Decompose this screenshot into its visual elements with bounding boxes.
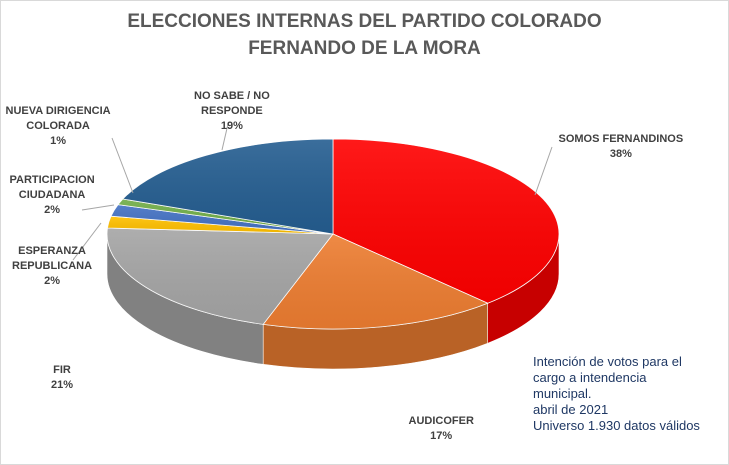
slice-value-label: 17% [430,430,453,442]
slice-label: NO SABE / NO RESPONDE 19% [194,89,270,134]
slice-label: ESPERANZA REPUBLICANA 2% [12,244,92,289]
slice-label-text: NO SABE / NO [194,90,270,102]
slice-label-text: ESPERANZA [18,245,86,257]
slice-shade [333,139,559,304]
slice-label: SOMOS FERNANDINOS 38% [559,132,684,162]
annotation-line: Universo 1.930 datos válidos [533,418,700,433]
annotation-line: cargo a intendencia [533,370,647,385]
slice-label: PARTICIPACION CIUDADANA 2% [10,173,95,218]
slice-label: FIR 21% [51,363,73,393]
slice-label-text: PARTICIPACION [9,174,95,186]
chart-title-block: ELECCIONES INTERNAS DEL PARTIDO COLORADO… [0,8,729,62]
slice-label-text: AUDICOFER [408,415,474,427]
slice-value-label: 19% [220,120,243,132]
slice-label-text: CIUDADANA [18,189,86,201]
annotation-line: Intención de votos para el [533,354,682,369]
slice-label-text: COLORADA [26,120,90,132]
leader-line [111,137,134,194]
chart-title: ELECCIONES INTERNAS DEL PARTIDO COLORADO [127,11,602,32]
slice-label-text: NUEVA DIRIGENCIA [5,105,111,117]
leader-line [534,146,553,196]
slice-label-text: RESPONDE [201,105,263,117]
pie-slices [106,138,560,330]
slice-shade [106,228,333,325]
slice-value-label: 2% [44,204,61,216]
leader-line [221,123,229,151]
slice-value-label: 21% [51,379,74,391]
slice-shade [122,139,333,234]
slice-value-label: 2% [44,275,60,287]
slice-label-text: REPUBLICANA [12,260,93,272]
annotation-line: abril de 2021 [533,402,609,417]
annotation: Intención de votos para el cargo a inten… [533,354,723,434]
chart-subtitle: FERNANDO DE LA MORA [248,38,481,59]
annotation-line: municipal. [533,386,592,401]
slice-value-label: 38% [609,148,632,160]
slice-value-label: 1% [50,135,67,147]
leader-line [81,204,115,211]
slice-label-text: FIR [53,364,71,376]
slice-label-text: SOMOS FERNANDINOS [558,133,684,145]
slice-label: NUEVA DIRIGENCIA COLORADA 1% [6,104,111,149]
slice-shade [263,234,488,329]
leader-lines [72,123,553,261]
slice-label: AUDICOFER 17% [409,414,474,444]
leader-line [72,222,102,261]
